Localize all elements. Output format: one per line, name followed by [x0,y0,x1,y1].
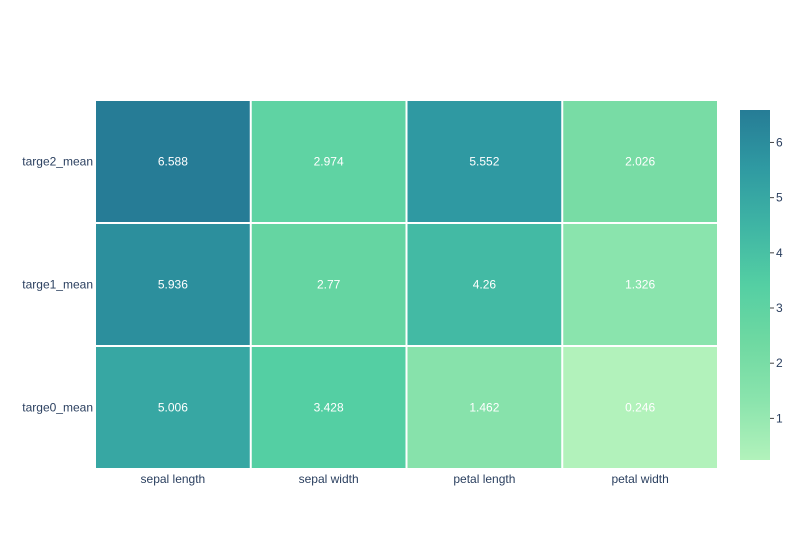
cell-value-label: 6.588 [158,155,188,169]
heatmap-cell [96,101,250,222]
cell-value-label: 4.26 [473,278,497,292]
cell-value-label: 2.974 [314,155,344,169]
cell-value-label: 2.77 [317,278,341,292]
heatmap-cell [251,347,406,468]
cell-value-label: 5.936 [158,278,188,292]
colorbar: 1 2 3 4 5 6 [740,110,783,460]
heatmap-cell [96,224,250,345]
heatmap-cell [407,224,562,345]
colorbar-tick-label: 6 [776,135,783,149]
cell-value-label: 1.326 [625,278,655,292]
colorbar-tick-label: 1 [776,411,783,425]
x-tick-label: petal length [453,472,515,486]
cell-value-label: 2.026 [625,155,655,169]
colorbar-tick-label: 2 [776,356,783,370]
heatmap-cell [407,101,562,222]
x-tick-label: sepal width [299,472,359,486]
heatmap-cell [96,347,250,468]
colorbar-ticks: 1 2 3 4 5 6 [770,135,783,425]
y-tick-label: targe1_mean [22,278,93,292]
x-axis: sepal length sepal width petal length petal… [141,472,669,486]
heatmap-cell [251,224,406,345]
heatmap-cell [563,101,717,222]
y-tick-label: targe2_mean [22,155,93,169]
cell-value-label: 5.006 [158,401,188,415]
x-tick-label: sepal length [141,472,206,486]
heatmap-cell [563,224,717,345]
cell-value-label: 1.462 [469,401,499,415]
cell-value-label: 0.246 [625,401,655,415]
y-tick-label: targe0_mean [22,401,93,415]
cell-value-label: 5.552 [469,155,499,169]
colorbar-gradient [740,110,770,460]
colorbar-tick-label: 3 [776,301,783,315]
cell-value-label: 3.428 [314,401,344,415]
colorbar-tick-label: 5 [776,191,783,205]
colorbar-tick-label: 4 [776,246,783,260]
x-tick-label: petal width [611,472,668,486]
heatmap-cells: 6.588 2.974 5.552 2.026 5.936 2.77 4.26 1.326 5.… [96,101,717,468]
y-axis: targe2_mean targe1_mean targe0_mean [22,155,93,415]
heatmap-cell [407,347,562,468]
heatmap-cell [563,347,717,468]
heatmap-cell [251,101,406,222]
